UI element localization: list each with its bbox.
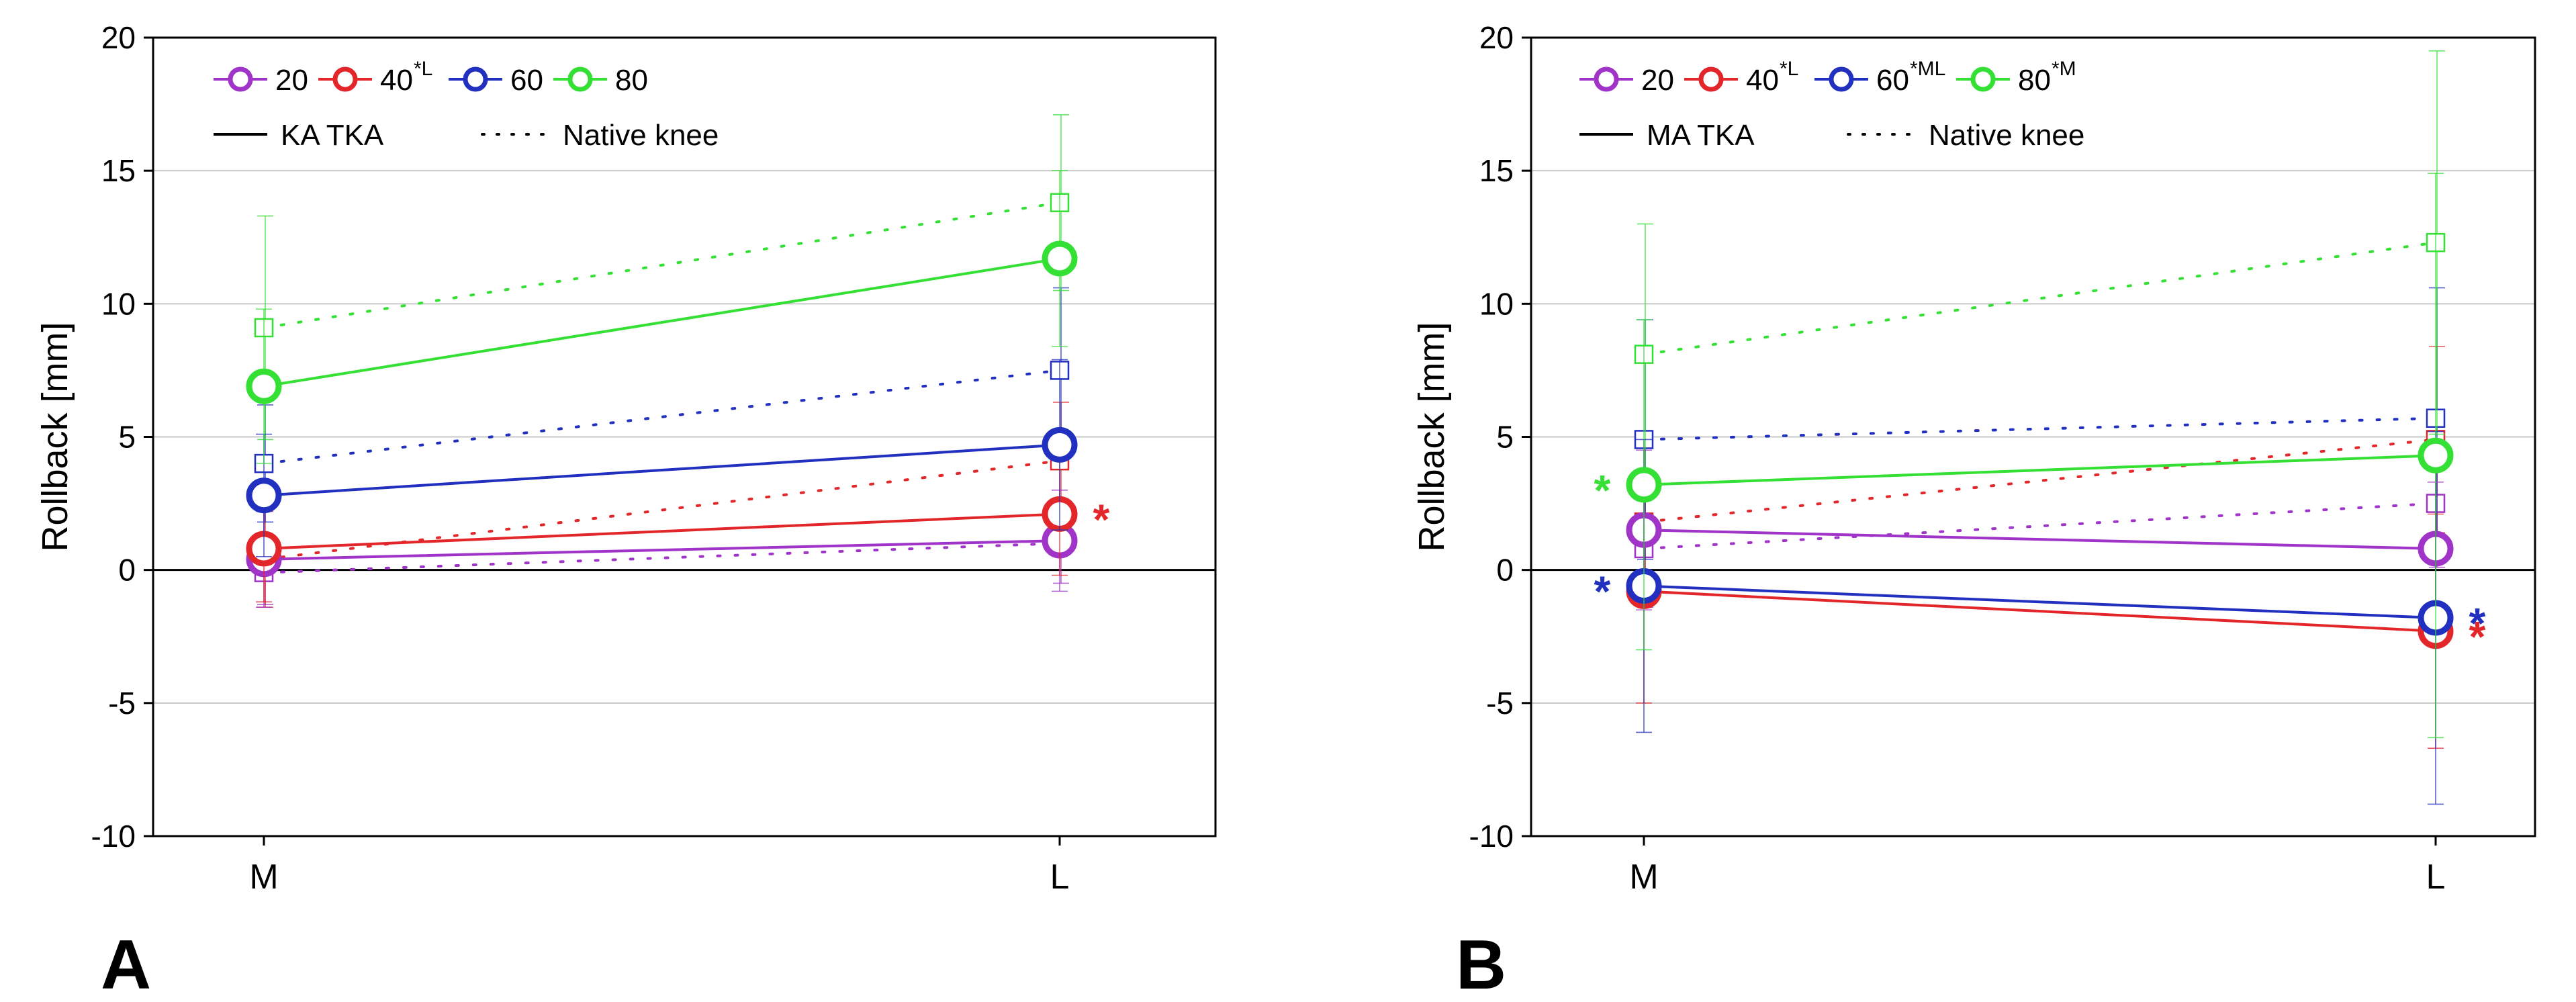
significance-asterisk: * <box>2469 599 2486 647</box>
legend-label: 40 <box>380 64 413 97</box>
series-line-20-native <box>263 542 1061 574</box>
x-tick-label: L <box>1050 858 1070 897</box>
legend-marker <box>1698 66 1724 92</box>
x-tick-label: M <box>1629 858 1658 897</box>
y-axis-title: Rollback [mm] <box>35 322 75 551</box>
legend-label: 80 <box>615 64 648 97</box>
data-point-60-tka <box>246 477 282 514</box>
legend-label: 20 <box>1641 64 1674 97</box>
legend-style-label: KA TKA <box>281 119 384 152</box>
legend-label: 40 <box>1746 64 1779 97</box>
panel-label-b: B <box>1456 926 1506 1002</box>
legend-label: 60 <box>1876 64 1909 97</box>
legend-label: 80 <box>2018 64 2051 97</box>
series-line-40-tka <box>1643 590 2437 633</box>
y-tick-label: -5 <box>1486 686 1514 721</box>
plot-frame <box>1530 36 2536 837</box>
y-tick-label: -5 <box>108 686 136 721</box>
data-point-80-tka <box>246 368 282 404</box>
legend-label-sup: *ML <box>1910 58 1945 80</box>
legend-marker <box>228 66 253 92</box>
data-point-80-tka <box>2418 437 2454 473</box>
legend-marker <box>332 66 358 92</box>
data-point-80-tka <box>1042 240 1078 277</box>
legend-marker <box>567 66 593 92</box>
legend-label: 60 <box>510 64 543 97</box>
plot-frame <box>152 36 1217 837</box>
series-line-20-tka <box>263 539 1061 561</box>
y-tick-label: 15 <box>1479 153 1514 188</box>
series-line-20-native <box>1643 502 2437 550</box>
legend-label-sup: *M <box>2052 58 2076 80</box>
data-point-60-tka <box>1042 426 1078 463</box>
series-line-80-native <box>1643 241 2437 356</box>
y-axis-title: Rollback [mm] <box>1412 322 1452 551</box>
legend-label: 20 <box>275 64 308 97</box>
series-line-40-native <box>263 459 1061 561</box>
series-line-20-tka <box>1643 529 2437 550</box>
legend-marker <box>1594 66 1619 92</box>
data-point-80-tka <box>1626 467 1662 503</box>
chart-panel-a: -10 -5 0 5 10 15 20 M L Rollback [mm] * 20 40 *L 60 80 K… <box>35 20 1217 897</box>
legend-style-label: Native knee <box>563 119 719 152</box>
legend-marker <box>1829 66 1854 92</box>
legend-marker <box>1970 66 1996 92</box>
significance-asterisk: * <box>1093 495 1110 543</box>
y-tick-label: 10 <box>1479 286 1514 321</box>
panel-label-a: A <box>101 926 151 1002</box>
legend-label-sup: *L <box>414 58 432 80</box>
y-tick-label: 15 <box>101 153 136 188</box>
x-tick-label: M <box>249 858 278 897</box>
y-tick-label: -10 <box>91 819 136 854</box>
y-tick-label: 10 <box>101 286 136 321</box>
series-line-80-tka <box>1643 454 2437 486</box>
series-line-60-native <box>263 369 1061 465</box>
legend-style-label: MA TKA <box>1647 119 1755 152</box>
series-line-40-native <box>1643 438 2437 524</box>
series-line-60-tka <box>263 443 1061 497</box>
legend-style-label: Native knee <box>1929 119 2084 152</box>
y-tick-label: 5 <box>118 420 136 455</box>
significance-asterisk: * <box>2469 612 2486 661</box>
y-tick-label: -10 <box>1469 819 1514 854</box>
x-tick-label: L <box>2426 858 2446 897</box>
significance-asterisk: * <box>1594 567 1611 615</box>
y-tick-label: 5 <box>1496 420 1514 455</box>
legend-marker <box>463 66 488 92</box>
y-tick-label: 0 <box>1496 553 1514 588</box>
series-line-40-tka <box>263 512 1061 550</box>
series-line-60-tka <box>1643 584 2437 620</box>
y-tick-label: 0 <box>118 553 136 588</box>
y-tick-label: 20 <box>101 20 136 55</box>
legend-label-sup: *L <box>1780 58 1798 80</box>
series-line-80-native <box>263 201 1061 330</box>
y-tick-label: 20 <box>1479 20 1514 55</box>
significance-asterisk: * <box>1594 466 1611 514</box>
series-line-80-tka <box>263 257 1061 388</box>
